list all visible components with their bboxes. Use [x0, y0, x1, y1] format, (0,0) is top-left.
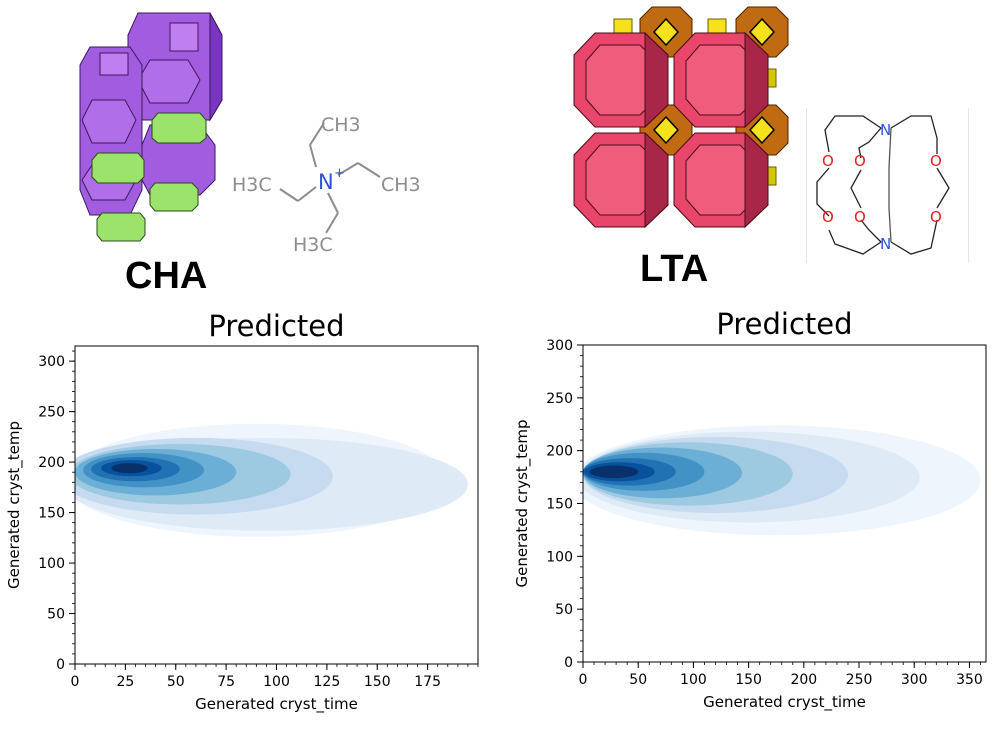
chart-title: Predicted [208, 309, 344, 343]
y-tick-label: 300 [38, 354, 65, 370]
x-tick-label: 75 [217, 674, 235, 690]
x-tick-label: 100 [680, 672, 707, 688]
lta-kde-chart: 0 50 100 150 200 250 300 350 0 50 100 150 200 250 300 P… [513, 307, 987, 712]
y-axis-label: Generated cryst_temp [513, 419, 532, 587]
x-tick-label: 200 [790, 672, 817, 688]
cha-osda-nitrogen: N [318, 170, 334, 194]
y-tick-label: 300 [546, 338, 573, 354]
chart-title: Predicted [716, 307, 852, 341]
y-tick-label: 150 [546, 497, 573, 513]
lta-osda-border-right [968, 108, 969, 263]
cha-osda-structure: CH3 CH3 H3C H3C N + [232, 114, 421, 256]
y-tick-label: 250 [38, 405, 65, 421]
x-tick-label: 300 [901, 672, 928, 688]
kde-density-contours [75, 423, 468, 537]
lta-osda-oxygen: O [930, 152, 942, 170]
y-tick-label: 0 [564, 655, 573, 671]
lta-osda-nitrogen-top: N [880, 121, 891, 139]
cha-osda-charge: + [334, 166, 345, 181]
kde-contour-level-9 [111, 463, 148, 474]
lta-osda-border-left [806, 108, 807, 263]
y-tick-label: 100 [38, 556, 65, 572]
lta-osda-oxygen: O [854, 208, 866, 226]
x-axis-label: Generated cryst_time [703, 693, 866, 712]
x-tick-label: 100 [263, 674, 290, 690]
lta-osda-oxygen: O [822, 208, 834, 226]
x-tick-label: 50 [167, 674, 185, 690]
x-tick-label: 25 [116, 674, 134, 690]
x-tick-label: 50 [629, 672, 647, 688]
cha-osda-methyl-top: CH3 [321, 114, 361, 136]
x-tick-label: 125 [314, 674, 341, 690]
lta-osda-oxygen: O [854, 152, 866, 170]
y-tick-label: 0 [56, 657, 65, 673]
y-axis-label: Generated cryst_temp [5, 421, 24, 589]
y-tick-label: 250 [546, 391, 573, 407]
x-tick-label: 150 [364, 674, 391, 690]
cha-double-six-rings [91, 112, 207, 242]
lta-osda-oxygen: O [930, 208, 942, 226]
y-tick-label: 50 [47, 607, 65, 623]
x-tick-label: 250 [846, 672, 873, 688]
x-tick-label: 175 [414, 674, 441, 690]
cha-osda-methyl-right: CH3 [381, 174, 421, 196]
x-tick-label: 0 [71, 674, 80, 690]
kde-contour-level-9 [589, 465, 639, 479]
lta-label: LTA [640, 248, 709, 290]
y-tick-label: 150 [38, 506, 65, 522]
cha-osda-methyl-left: H3C [232, 174, 272, 196]
cha-label: CHA [125, 255, 208, 297]
y-tick-label: 100 [546, 549, 573, 565]
cha-kde-chart: 0 25 50 75 100 125 150 175 0 50 100 150 200 250 300 Pre… [5, 309, 479, 714]
kde-density-contours [583, 425, 981, 536]
lta-osda-oxygen: O [822, 152, 834, 170]
lta-framework-illustration [573, 6, 789, 229]
lta-alpha-cages [573, 31, 769, 229]
x-axis-label: Generated cryst_time [195, 695, 358, 714]
cha-osda-methyl-bottom: H3C [293, 234, 333, 256]
y-tick-label: 200 [546, 444, 573, 460]
y-tick-label: 200 [38, 455, 65, 471]
lta-osda-nitrogen-bottom: N [880, 235, 891, 253]
y-tick-label: 50 [555, 602, 573, 618]
x-tick-label: 350 [956, 672, 983, 688]
cha-framework-illustration [79, 12, 223, 242]
x-tick-label: 150 [735, 672, 762, 688]
lta-osda-structure: N N O O O O O O [816, 115, 950, 255]
x-tick-label: 0 [579, 672, 588, 688]
cha-cage-upper [127, 12, 223, 122]
